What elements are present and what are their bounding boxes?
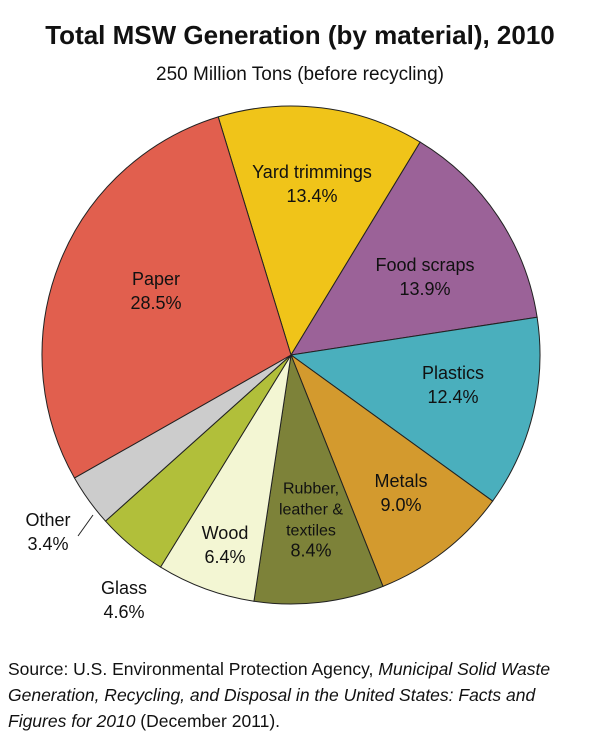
slice-value-food-scraps: 13.9%: [399, 279, 450, 299]
slice-value-paper: 28.5%: [130, 293, 181, 313]
slice-value-rubber-leather-textiles: 8.4%: [290, 541, 331, 561]
slice-label-plastics: Plastics: [422, 363, 484, 383]
source-title: Municipal Solid Waste Generation, Recycl…: [8, 659, 551, 731]
source-suffix: (December 2011).: [135, 711, 281, 731]
chart-title: Total MSW Generation (by material), 2010: [45, 20, 555, 50]
pie-chart: Yard trimmings 13.4% Food scraps 13.9% Plast…: [25, 105, 541, 622]
slice-label-metals: Metals: [374, 471, 427, 491]
pie-slice-food-scraps: [290, 141, 538, 356]
slice-label-food-scraps: Food scraps: [375, 255, 474, 275]
slice-value-yard-trimmings: 13.4%: [286, 186, 337, 206]
source-note: Source: U.S. Environmental Protection Ag…: [8, 656, 593, 734]
slice-label-rubber-leather-textiles: textiles: [286, 523, 336, 540]
slice-value-wood: 6.4%: [204, 547, 245, 567]
slice-label-paper: Paper: [132, 269, 180, 289]
pie-slice-rubber-leather-textiles: [253, 353, 384, 605]
slice-label-wood: Wood: [202, 523, 249, 543]
slice-label-glass: Glass: [101, 578, 147, 598]
slice-label-other: Other: [25, 510, 70, 530]
slice-label-rubber-leather-textiles: Rubber,: [283, 481, 339, 498]
slice-value-other: 3.4%: [27, 534, 68, 554]
pie-slice-yard-trimmings: [217, 105, 421, 357]
pie-slice-paper: [41, 116, 292, 479]
slice-label-rubber-leather-textiles: leather &: [279, 502, 343, 519]
pie-slice-plastics: [289, 316, 541, 502]
slice-label-yard-trimmings: Yard trimmings: [252, 162, 372, 182]
slice-value-plastics: 12.4%: [427, 387, 478, 407]
slice-value-metals: 9.0%: [380, 495, 421, 515]
pie-slice-metals: [289, 353, 494, 588]
chart-subtitle: 250 Million Tons (before recycling): [156, 64, 444, 85]
slice-value-glass: 4.6%: [103, 602, 144, 622]
source-prefix: Source: U.S. Environmental Protection Ag…: [8, 659, 379, 679]
leader-line-other: [77, 514, 94, 537]
